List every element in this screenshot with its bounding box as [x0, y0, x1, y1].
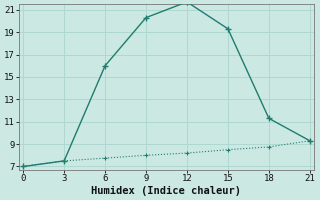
X-axis label: Humidex (Indice chaleur): Humidex (Indice chaleur): [92, 186, 242, 196]
